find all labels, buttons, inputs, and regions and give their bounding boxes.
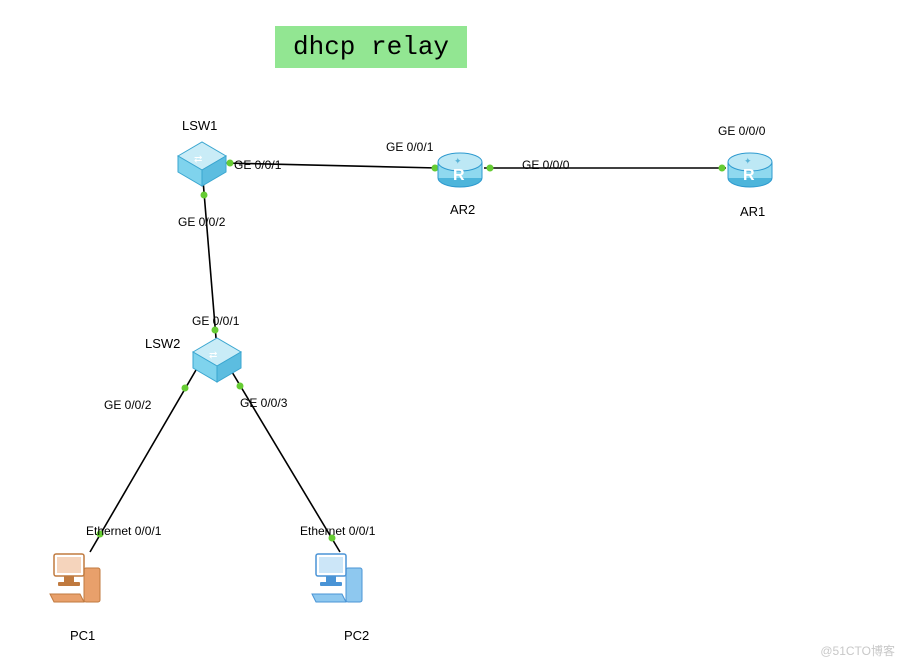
node-label: PC2: [344, 628, 369, 643]
port-dot: [237, 383, 244, 390]
port-label: Ethernet 0/0/1: [300, 524, 375, 538]
node-label: LSW1: [182, 118, 217, 133]
svg-text:✦: ✦: [744, 156, 752, 166]
port-label: GE 0/0/0: [522, 158, 569, 172]
node-label: PC1: [70, 628, 95, 643]
port-label: GE 0/0/2: [104, 398, 151, 412]
port-dot: [182, 385, 189, 392]
port-dot: [201, 192, 208, 199]
port-dot: [487, 165, 494, 172]
topology-canvas: ⇄⇄R✦R✦: [0, 0, 901, 663]
port-label: GE 0/0/1: [386, 140, 433, 154]
pc-icon: [312, 554, 362, 602]
port-label: GE 0/0/0: [718, 124, 765, 138]
svg-text:⇄: ⇄: [194, 154, 202, 165]
port-dot: [227, 160, 234, 167]
router-icon: R✦: [728, 153, 772, 187]
router-icon: R✦: [438, 153, 482, 187]
port-label: Ethernet 0/0/1: [86, 524, 161, 538]
svg-text:⇄: ⇄: [209, 350, 217, 361]
svg-text:R: R: [743, 167, 755, 184]
svg-text:R: R: [453, 167, 465, 184]
pc-icon: [50, 554, 100, 602]
port-dot: [432, 165, 439, 172]
port-label: GE 0/0/2: [178, 215, 225, 229]
port-dot: [719, 165, 726, 172]
switch-icon: ⇄: [178, 142, 226, 186]
node-label: LSW2: [145, 336, 180, 351]
port-label: GE 0/0/1: [192, 314, 239, 328]
port-label: GE 0/0/1: [234, 158, 281, 172]
watermark-text: @51CTO博客: [820, 642, 895, 659]
port-label: GE 0/0/3: [240, 396, 287, 410]
node-label: AR1: [740, 204, 765, 219]
diagram-title: dhcp relay: [275, 26, 467, 68]
node-label: AR2: [450, 202, 475, 217]
svg-text:✦: ✦: [454, 156, 462, 166]
